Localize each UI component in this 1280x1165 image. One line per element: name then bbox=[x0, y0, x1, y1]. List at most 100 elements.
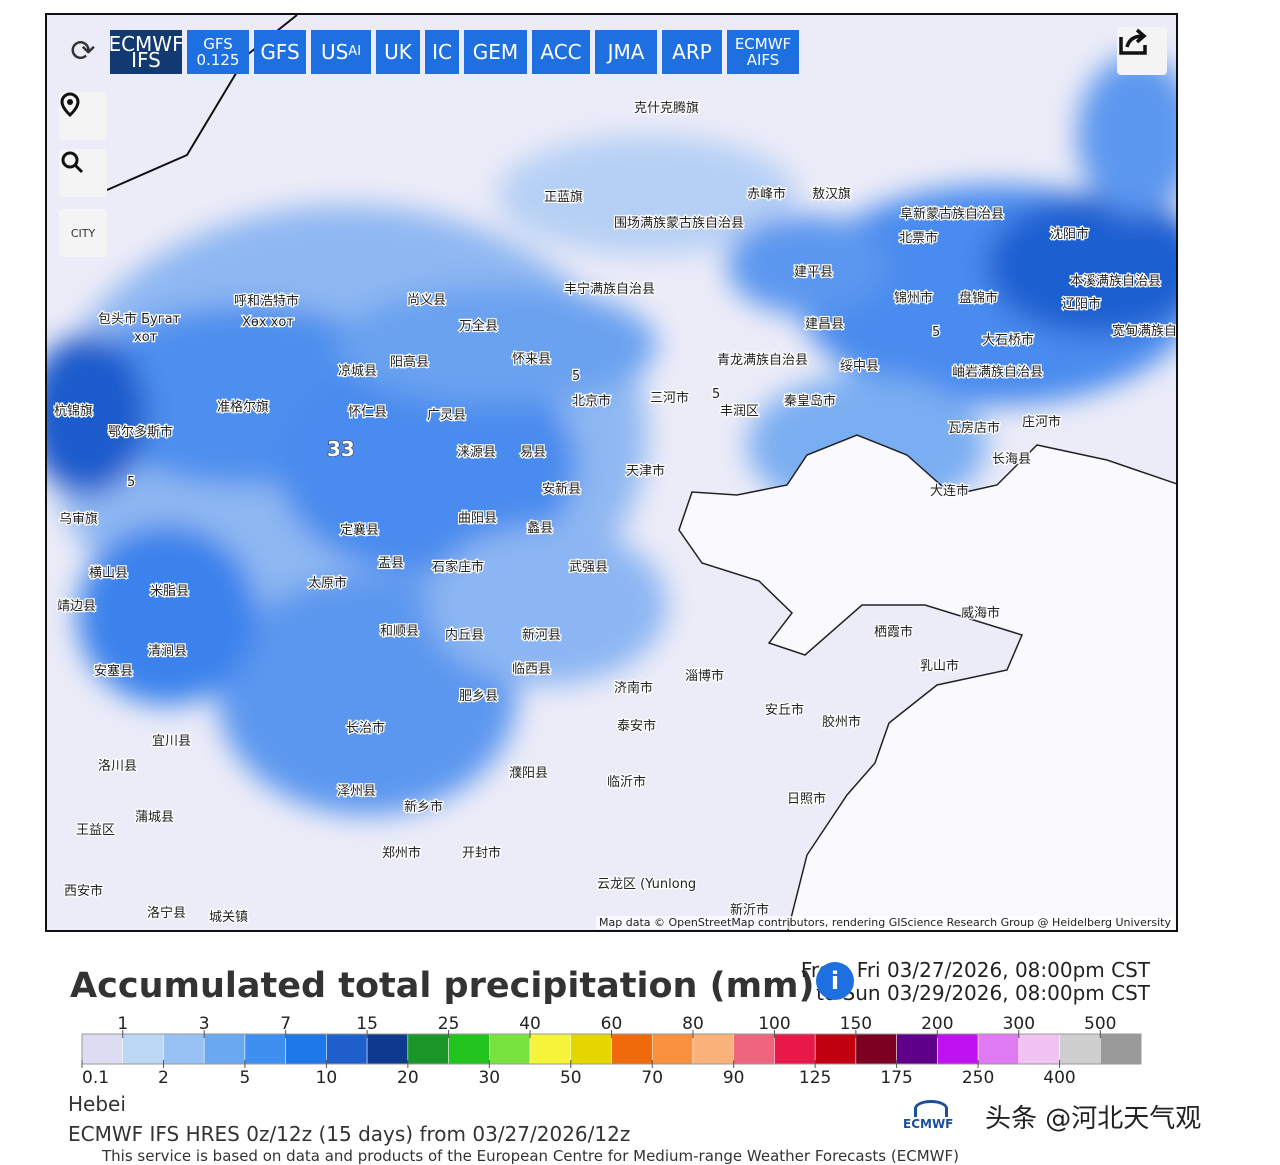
model-button[interactable]: UK bbox=[376, 30, 420, 74]
map-label: 青龙满族自治县 bbox=[717, 352, 808, 368]
model-button[interactable]: IC bbox=[425, 30, 459, 74]
map-label: 郑州市 bbox=[382, 845, 421, 861]
model-button[interactable]: ARP bbox=[662, 30, 722, 74]
legend-label: 200 bbox=[921, 1014, 953, 1034]
map-label: 北京市 bbox=[572, 393, 611, 409]
model-info: ECMWF IFS HRES 0z/12z (15 days) from 03/… bbox=[68, 1122, 631, 1146]
legend-label: 70 bbox=[641, 1068, 663, 1088]
legend-swatch bbox=[244, 1033, 286, 1065]
legend-swatch bbox=[692, 1033, 734, 1065]
map-label: 威海市 bbox=[961, 605, 1000, 621]
title: Accumulated total precipitation (mm) bbox=[70, 966, 815, 1006]
map-label: 泰安市 bbox=[617, 718, 656, 734]
model-button[interactable]: JMA bbox=[595, 30, 657, 74]
map-label: 围场满族蒙古族自治县 bbox=[614, 215, 744, 231]
info-button[interactable]: i bbox=[816, 962, 854, 1000]
map-label: 秦皇岛市 bbox=[784, 393, 836, 409]
model-button[interactable]: GFS 0.125 bbox=[187, 30, 249, 74]
legend-swatch bbox=[163, 1033, 205, 1065]
map-label: 广灵县 bbox=[427, 408, 466, 423]
map-label: 宽甸满族自治县 bbox=[1112, 323, 1178, 339]
legend-swatch bbox=[489, 1033, 531, 1065]
map-label: 丰宁满族自治县 bbox=[564, 281, 655, 297]
map-label: 包头市 Бугат bbox=[98, 311, 181, 327]
map-label: 天津市 bbox=[626, 463, 665, 479]
watermark: 头条 @河北天气观 bbox=[985, 1104, 1202, 1134]
model-button[interactable]: ACC bbox=[532, 30, 590, 74]
legend-swatch bbox=[611, 1033, 653, 1065]
map-label: 准格尔旗 bbox=[217, 399, 269, 415]
legend-swatch bbox=[285, 1033, 327, 1065]
legend-label: 20 bbox=[397, 1068, 419, 1088]
map-label: 长海县 bbox=[992, 452, 1031, 467]
legend-label: 3 bbox=[199, 1014, 210, 1034]
legend-swatch bbox=[1100, 1033, 1142, 1065]
legend-label: 60 bbox=[601, 1014, 623, 1034]
model-button[interactable]: ECMWF AIFS bbox=[727, 30, 799, 74]
legend-swatch bbox=[448, 1033, 490, 1065]
map-label: 本溪满族自治县 bbox=[1070, 273, 1161, 289]
legend-label: 500 bbox=[1084, 1014, 1116, 1034]
sea bbox=[678, 434, 1176, 930]
legend-swatch bbox=[122, 1033, 164, 1065]
map-label: 5 bbox=[932, 325, 940, 340]
map-label: 33 bbox=[327, 437, 355, 461]
share-button[interactable] bbox=[1117, 27, 1167, 75]
map-label: 赤峰市 bbox=[747, 186, 786, 202]
legend-label: 15 bbox=[356, 1014, 378, 1034]
map-label: 丰润区 bbox=[720, 404, 759, 419]
legend-label: 100 bbox=[758, 1014, 790, 1034]
map-label: 城关镇 bbox=[209, 910, 248, 925]
legend-label: 50 bbox=[560, 1068, 582, 1088]
map-label: 尚义县 bbox=[407, 293, 446, 308]
map-label: 建昌县 bbox=[805, 317, 844, 332]
city-button[interactable]: CITY bbox=[59, 209, 107, 257]
map-label: 横山县 bbox=[89, 566, 128, 581]
legend-label: 7 bbox=[280, 1014, 291, 1034]
map-label: 新乡市 bbox=[404, 799, 443, 815]
map-label: 锦州市 bbox=[894, 290, 933, 306]
refresh-button[interactable]: ⟳ bbox=[70, 33, 96, 69]
map-label: 正蓝旗 bbox=[544, 189, 583, 205]
map-label: 武强县 bbox=[569, 560, 608, 575]
map-label: 胶州市 bbox=[822, 714, 861, 730]
map-label: 栖霞市 bbox=[874, 624, 913, 640]
map-label: 开封市 bbox=[462, 845, 501, 861]
map-label: 怀仁县 bbox=[348, 405, 387, 420]
map-label: 濮阳县 bbox=[509, 766, 548, 781]
legend-swatch bbox=[896, 1033, 938, 1065]
legend-label: 150 bbox=[840, 1014, 872, 1034]
map-label: 杭锦旗 bbox=[54, 403, 93, 419]
map-label: 凉城县 bbox=[338, 364, 377, 379]
map-label: 5 bbox=[127, 475, 135, 490]
model-button[interactable]: GFS bbox=[254, 30, 306, 74]
legend-label: 10 bbox=[316, 1068, 338, 1088]
zoom-button[interactable] bbox=[59, 149, 107, 197]
map-label: 盂县 bbox=[378, 556, 404, 571]
model-button[interactable]: US AI bbox=[311, 30, 371, 74]
legend-label: 90 bbox=[723, 1068, 745, 1088]
precip-field bbox=[47, 55, 1176, 815]
legend-label: 0.1 bbox=[82, 1068, 109, 1088]
map-label: 长治市 bbox=[346, 720, 385, 736]
legend-label: 40 bbox=[519, 1014, 541, 1034]
legend-label: 80 bbox=[682, 1014, 704, 1034]
map-label: 大连市 bbox=[930, 483, 969, 499]
map-label: хот bbox=[134, 330, 158, 345]
model-button[interactable]: GEM bbox=[464, 30, 527, 74]
legend-swatch bbox=[855, 1033, 897, 1065]
legend-swatch bbox=[203, 1033, 246, 1065]
model-button[interactable]: ECMWF IFS bbox=[108, 30, 184, 74]
map-label: 蒲城县 bbox=[135, 810, 174, 825]
map-label: 庄河市 bbox=[1022, 414, 1061, 430]
legend-label: 5 bbox=[240, 1068, 251, 1088]
map-label: 米脂县 bbox=[150, 584, 189, 599]
map-label: 盘锦市 bbox=[959, 290, 998, 306]
map-label: 绥中县 bbox=[840, 359, 879, 374]
legend-swatch bbox=[774, 1033, 816, 1065]
location-button[interactable] bbox=[59, 92, 107, 140]
footer: This service is based on data and produc… bbox=[102, 1147, 959, 1165]
